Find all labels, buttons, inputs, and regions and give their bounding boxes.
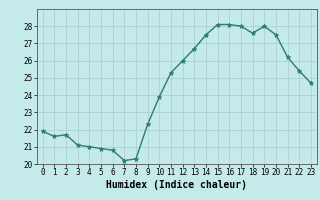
X-axis label: Humidex (Indice chaleur): Humidex (Indice chaleur) [106, 180, 247, 190]
